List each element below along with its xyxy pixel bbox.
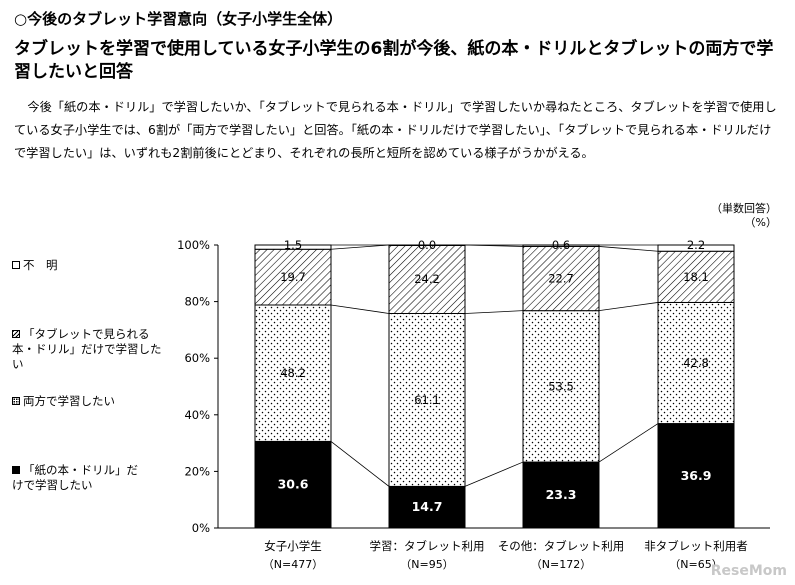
y-tick-label: 60%: [184, 351, 210, 365]
bar-segment-s3-c2: [522, 244, 600, 247]
series-connector-line: [330, 304, 390, 314]
bar-segment-s0-c1: [388, 485, 466, 529]
legend-label-both: 両方で学習したい: [23, 394, 115, 408]
y-tick-label: 20%: [184, 464, 210, 478]
value-label-s1-c0: 48.2: [280, 366, 306, 380]
legend-label-unknown: 不 明: [23, 258, 58, 272]
bar-segment-s2-c3: [657, 250, 735, 303]
value-label-s0-c2: 23.3: [546, 487, 577, 502]
bar-segment-s1-c3: [657, 301, 735, 425]
bar-segment-s3-c1: [388, 244, 466, 246]
bar-segment-s2-c1: [388, 244, 466, 314]
y-tick-label: 40%: [184, 408, 210, 422]
bar-segment-s1-c0: [254, 304, 332, 442]
bar-segment-s0-c0: [254, 440, 332, 529]
legend-item-both: 両方で学習したい: [12, 394, 162, 409]
x-category-n-label: （N=65）: [669, 558, 722, 571]
unit-note-line2: （%）: [744, 216, 777, 229]
bar-segment-s3-c0: [254, 244, 332, 250]
unit-note-line1: （単数回答）: [711, 202, 777, 215]
bar-segment-s2-c2: [522, 245, 600, 312]
legend-item-unknown: 不 明: [12, 258, 162, 273]
legend-swatch-tablet-only: [12, 330, 20, 338]
value-label-s1-c3: 42.8: [683, 356, 709, 370]
x-category-label: その他：タブレット利用: [498, 539, 625, 553]
x-category-n-label: （N=477）: [263, 558, 323, 571]
x-category-label: 女子小学生: [264, 539, 322, 553]
legend-label-tablet-only: 「タブレットで見られる本・ドリル」だけで学習したい: [12, 327, 162, 371]
bar-segment-s1-c1: [388, 312, 466, 487]
headline: タブレットを学習で使用している女子小学生の6割が今後、紙の本・ドリルとタブレット…: [14, 39, 774, 82]
series-connector-line: [464, 310, 524, 314]
series-connector-line: [330, 244, 390, 250]
value-label-s1-c1: 61.1: [414, 393, 440, 407]
series-connector-line: [598, 246, 659, 252]
value-label-s3-c2: 0.6: [552, 238, 570, 252]
value-label-s0-c0: 30.6: [278, 477, 309, 492]
value-label-s2-c3: 18.1: [683, 270, 709, 284]
series-connector-line: [464, 461, 524, 487]
bar-segment-s3-c3: [657, 244, 735, 252]
x-category-label: 非タブレット利用者: [644, 539, 748, 553]
value-label-s1-c2: 53.5: [548, 379, 574, 393]
value-label-s0-c1: 14.7: [412, 499, 443, 514]
x-category-n-label: （N=172）: [531, 558, 591, 571]
value-label-s0-c3: 36.9: [681, 468, 712, 483]
value-label-s3-c1: 0.0: [418, 238, 436, 252]
x-category-label: 学習：タブレット利用: [370, 539, 485, 553]
y-tick-label: 100%: [177, 238, 210, 252]
legend-swatch-both: [12, 397, 20, 405]
section-title: ○今後のタブレット学習意向（女子小学生全体）: [14, 10, 343, 28]
body-paragraph: 今後「紙の本・ドリル」で学習したいか、「タブレットで見られる本・ドリル」で学習し…: [14, 100, 777, 160]
bar-segment-s1-c2: [522, 310, 600, 463]
series-connector-line: [598, 423, 659, 463]
legend-swatch-paper-only: [12, 466, 20, 474]
legend-label-paper-only: 「紙の本・ドリル」だけで学習したい: [12, 463, 138, 492]
value-label-s3-c0: 1.5: [284, 238, 302, 252]
unit-note: （単数回答） （%）: [711, 202, 777, 230]
value-label-s2-c0: 19.7: [280, 270, 306, 284]
legend-item-tablet-only: 「タブレットで見られる本・ドリル」だけで学習したい: [12, 327, 162, 372]
legend-item-paper-only: 「紙の本・ドリル」だけで学習したい: [12, 463, 142, 493]
series-connector-line: [330, 441, 390, 487]
y-tick-label: 0%: [192, 521, 210, 535]
watermark-logo: ReseMom: [710, 563, 787, 579]
value-label-s3-c3: 2.2: [687, 238, 705, 252]
bar-segment-s0-c3: [657, 423, 735, 529]
series-connector-line: [598, 302, 659, 312]
value-label-s2-c2: 22.7: [548, 272, 574, 286]
bar-segment-s2-c0: [254, 248, 332, 306]
value-label-s2-c1: 24.2: [414, 272, 440, 286]
x-category-n-label: （N=95）: [400, 558, 453, 571]
y-tick-label: 80%: [184, 295, 210, 309]
legend-swatch-unknown: [12, 261, 20, 269]
